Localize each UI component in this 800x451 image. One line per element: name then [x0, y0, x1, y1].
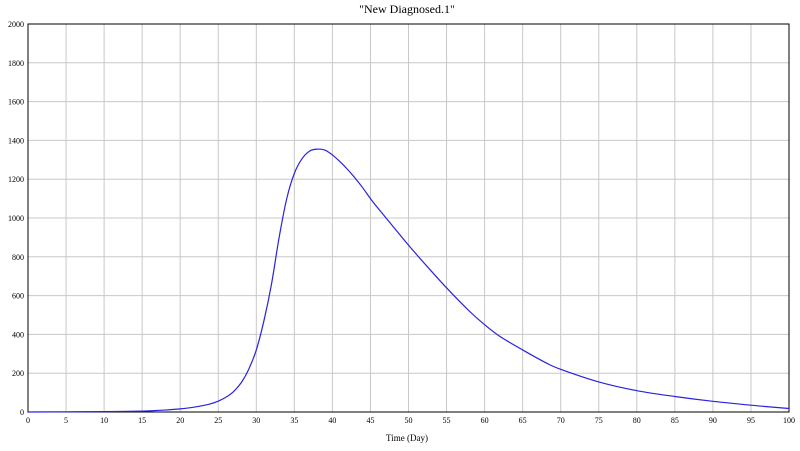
x-tick-label: 35: [290, 416, 298, 425]
x-tick-label: 75: [595, 416, 603, 425]
x-tick-label: 65: [519, 416, 527, 425]
x-tick-label: 10: [100, 416, 108, 425]
x-tick-label: 100: [783, 416, 795, 425]
y-tick-label: 1200: [8, 175, 24, 184]
x-axis-ticks: 0 5 10 15 20 25 30 35 40 45 50 55 60 65 70 75 80 85 90 95 10…: [26, 416, 795, 425]
x-tick-label: 5: [64, 416, 68, 425]
y-axis-ticks: 0 200 400 600 800 1000 1200 1400 1600 1800 2000: [8, 20, 24, 417]
x-tick-label: 60: [481, 416, 489, 425]
x-tick-label: 50: [405, 416, 413, 425]
grid: [27, 23, 790, 413]
y-tick-label: 400: [12, 330, 24, 339]
x-tick-label: 30: [252, 416, 260, 425]
x-axis-label: Time (Day): [386, 433, 428, 443]
x-tick-label: 25: [214, 416, 222, 425]
y-tick-label: 1000: [8, 214, 24, 223]
y-tick-label: 1600: [8, 98, 24, 107]
series-line-new-diagnosed: [27, 148, 790, 413]
y-tick-label: 0: [20, 408, 24, 417]
x-tick-label: 90: [709, 416, 717, 425]
chart-title: "New Diagnosed.1": [359, 2, 455, 16]
y-tick-label: 200: [12, 369, 24, 378]
y-tick-label: 1400: [8, 136, 24, 145]
x-tick-label: 80: [633, 416, 641, 425]
x-tick-label: 85: [671, 416, 679, 425]
plot-frame: [27, 23, 790, 413]
x-tick-label: 20: [176, 416, 184, 425]
x-tick-label: 70: [557, 416, 565, 425]
x-tick-label: 40: [328, 416, 336, 425]
x-tick-label: 95: [747, 416, 755, 425]
y-tick-label: 800: [12, 253, 24, 262]
x-tick-label: 0: [26, 416, 30, 425]
x-tick-label: 15: [138, 416, 146, 425]
y-tick-label: 600: [12, 292, 24, 301]
y-tick-label: 2000: [8, 20, 24, 29]
y-tick-label: 1800: [8, 59, 24, 68]
x-tick-label: 45: [366, 416, 374, 425]
x-tick-label: 55: [443, 416, 451, 425]
